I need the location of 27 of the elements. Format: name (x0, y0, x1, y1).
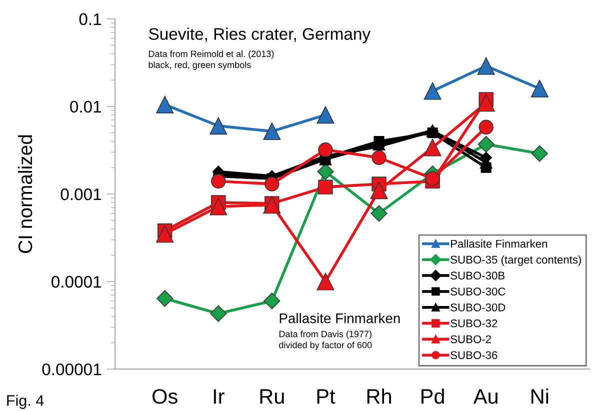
x-tick-label: Pd (422, 388, 444, 404)
legend-label: Pallasite Finmarken (451, 240, 547, 248)
x-tick-label: Au (473, 389, 498, 404)
chart-title: Suevite, Ries crater, Germany (149, 28, 371, 44)
x-tick-label: Os (152, 389, 178, 404)
legend-label: SUBO-30C (450, 288, 506, 296)
y-tick-label: 0.01 (70, 100, 102, 113)
x-tick-label: Rh (367, 388, 391, 404)
annotation: Data from Davis (1977) divided by factor of 600 (279, 330, 372, 350)
x-tick-label: Pt (317, 389, 336, 404)
x-tick-label: Ru (260, 389, 284, 404)
legend-label: SUBO-36 (450, 351, 498, 360)
caption: Fig. 4 (7, 394, 44, 409)
legend-label: SUBO-2 (450, 335, 491, 344)
y-axis-title: CI normalized (18, 135, 32, 253)
legend-label: SUBO-30B (450, 272, 505, 280)
x-tick-label: Ni (532, 388, 548, 404)
y-tick-label: 0.0001 (52, 276, 102, 288)
annotation: Pallasite Finmarken (280, 313, 400, 324)
y-tick-label: 0.001 (60, 188, 102, 200)
legend-label: SUBO-32 (450, 319, 498, 328)
annotation: Data from Reimold et al. (2013) black, red, green symbols (148, 50, 274, 70)
legend-label: SUBO-30D (450, 303, 506, 312)
y-tick-label: 0.1 (79, 13, 102, 26)
y-tick-label: 0.00001 (42, 363, 102, 376)
x-tick-label: Ir (214, 389, 224, 404)
legend-label: SUBO-35 (target contents) (450, 255, 581, 266)
